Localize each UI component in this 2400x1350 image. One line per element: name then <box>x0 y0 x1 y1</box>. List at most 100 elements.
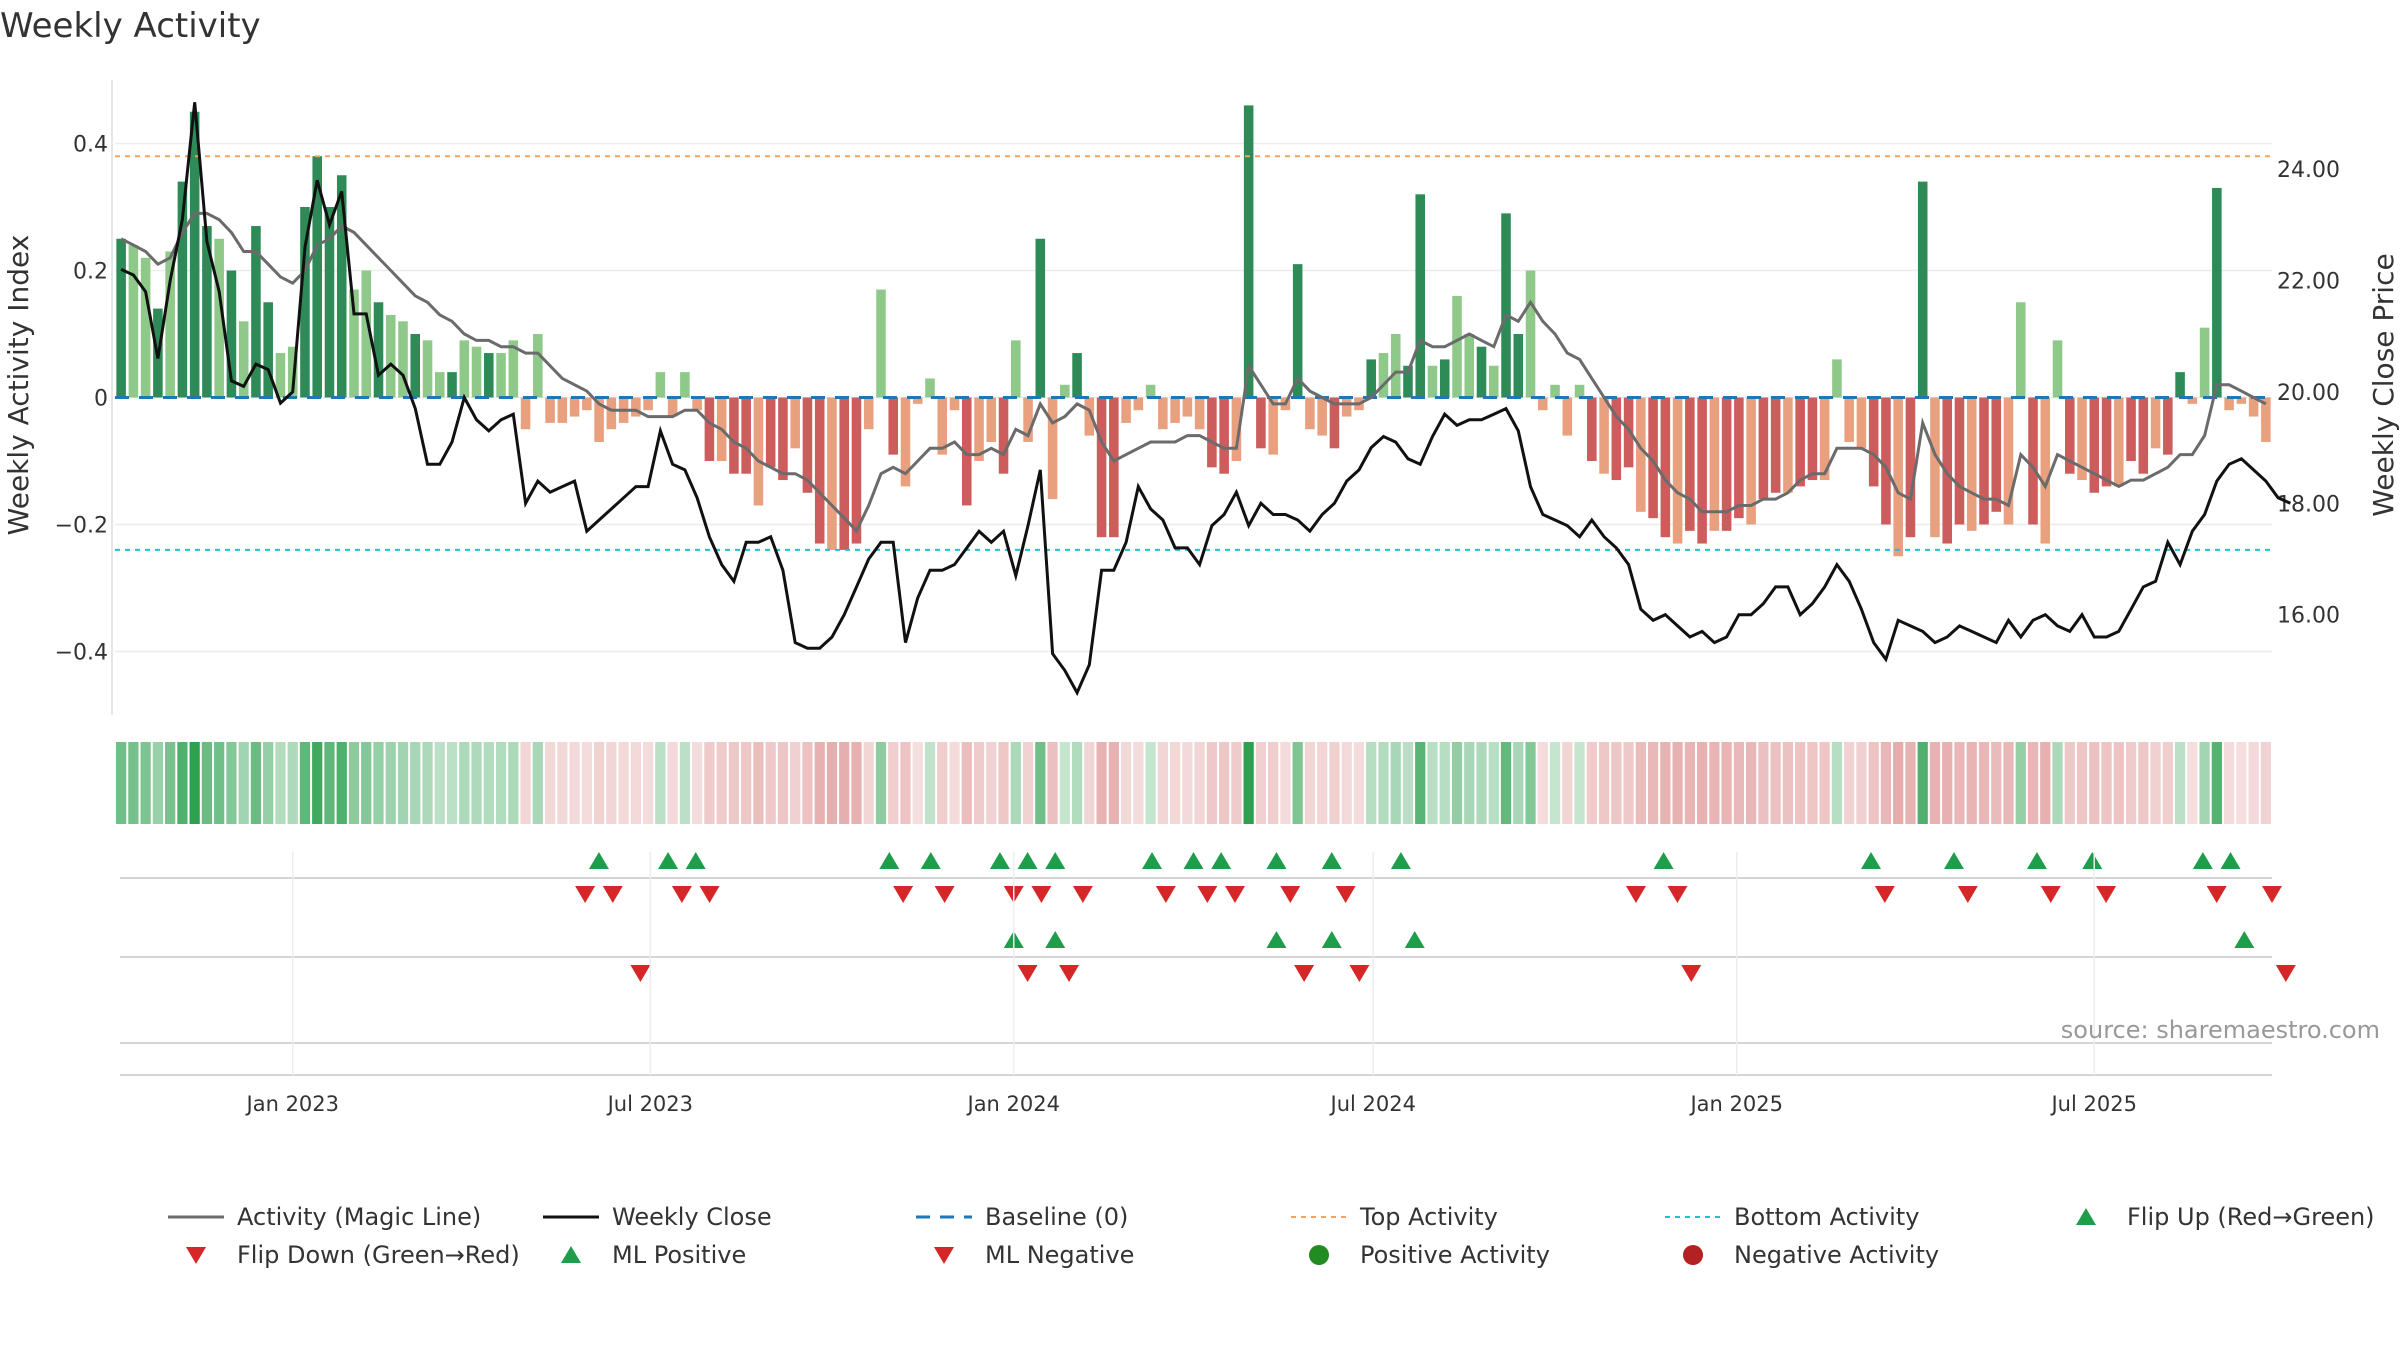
activity-bar <box>2028 397 2038 525</box>
heat-strip-cell <box>863 742 874 824</box>
activity-bars <box>116 105 2271 557</box>
activity-bar <box>1770 397 1781 493</box>
activity-bar <box>1488 365 1499 398</box>
heat-strip-cell <box>1464 742 1475 824</box>
heat-strip-cell <box>299 742 311 824</box>
legend-label: Top Activity <box>1359 1203 1498 1231</box>
ml-flip-up-marker <box>1183 852 1204 869</box>
activity-bar <box>1709 397 1720 531</box>
legend-swatch-flip-up <box>2076 1208 2096 1225</box>
activity-bar <box>1930 397 1940 538</box>
activity-bar <box>814 397 825 544</box>
heat-strip-cell <box>361 742 372 824</box>
heat-strip-cell <box>1549 742 1561 824</box>
legend-label: ML Negative <box>985 1241 1134 1269</box>
activity-bar <box>643 397 653 411</box>
ml-flip-down-marker <box>1335 886 1356 903</box>
heat-strip-cell <box>1795 742 1806 824</box>
activity-bar <box>1366 359 1376 398</box>
heat-strip-cell <box>263 742 274 824</box>
activity-bar <box>1452 295 1462 398</box>
activity-bar <box>827 397 837 550</box>
activity-bar <box>533 334 543 398</box>
activity-bar <box>582 397 592 411</box>
date-tick-label: Jan 2025 <box>1688 1092 1783 1116</box>
legend-item: ML Negative <box>934 1241 1134 1269</box>
heat-strip-cell <box>287 742 298 824</box>
heat-strip-cell <box>1378 742 1389 824</box>
activity-bar <box>251 226 261 398</box>
heat-strip-cell <box>973 742 985 824</box>
heat-strip-cell <box>1427 742 1438 824</box>
left-tick-label: 0 <box>94 387 108 412</box>
activity-bar <box>1207 397 1217 468</box>
heat-strip-cell <box>128 742 139 824</box>
heat-strip-cell <box>2101 742 2112 824</box>
legend-label: Activity (Magic Line) <box>237 1203 481 1231</box>
legend-swatch-negative-activity <box>1683 1245 1703 1265</box>
heat-strip-cell <box>1942 742 1953 824</box>
activity-bar <box>1525 270 1536 398</box>
activity-bar <box>1439 359 1450 398</box>
heat-strip-cell <box>532 742 543 824</box>
activity-bar <box>238 321 249 398</box>
activity-bar <box>1415 194 1426 398</box>
activity-bar <box>189 111 200 398</box>
activity-bar <box>1047 397 1058 500</box>
heat-strip-cell <box>1978 742 1990 824</box>
heat-strip-cell <box>606 742 617 824</box>
activity-bar <box>2089 397 2100 493</box>
activity-bar <box>2114 397 2124 487</box>
heat-strip-cell <box>1525 742 1536 824</box>
ml-flip-down-marker <box>1280 886 1301 903</box>
heat-strip-cell <box>201 742 213 824</box>
activity-bar <box>1305 397 1315 430</box>
activity-bar <box>1819 397 1830 481</box>
heat-strip-cell <box>1402 742 1414 824</box>
heat-strip-cell <box>152 742 164 824</box>
heat-strip-cell <box>397 742 409 824</box>
activity-flip-down-marker <box>1059 965 1080 982</box>
activity-bar <box>1194 397 1205 430</box>
activity-bar <box>2077 397 2087 481</box>
activity-bar <box>2052 340 2063 398</box>
activity-flip-up-marker <box>1266 931 1287 948</box>
heat-strip-cell <box>986 742 997 824</box>
heat-strip-cell <box>238 742 249 824</box>
activity-bar <box>667 397 678 417</box>
heat-strip-cell <box>1451 742 1463 824</box>
activity-bar <box>557 397 568 423</box>
heat-strip-cell <box>1133 742 1144 824</box>
activity-bar <box>876 289 886 398</box>
activity-flip-down-marker <box>1681 965 1702 982</box>
activity-bar <box>1807 397 1818 481</box>
ml-flip-up-marker <box>2026 852 2047 869</box>
series-lines <box>115 102 2292 697</box>
legend-item: Positive Activity <box>1309 1241 1550 1269</box>
activity-bar <box>1562 397 1573 436</box>
activity-bar <box>520 397 531 430</box>
activity-flip-down-marker <box>630 965 651 982</box>
heat-strip-cell <box>348 742 360 824</box>
heat-strip-cell <box>165 742 176 824</box>
heat-strip-cell <box>802 742 813 824</box>
activity-bar <box>349 289 359 398</box>
heat-strip-cell <box>2150 742 2161 824</box>
tick-labels: 0.4 0.2 0 −0.2 −0.4 24.00 22.00 20.00 18.00 16.00 <box>55 133 2340 666</box>
heat-strip-cell <box>1893 742 1904 824</box>
heat-strip-cell <box>1733 742 1745 824</box>
activity-bar <box>1672 397 1683 544</box>
activity-bar <box>1758 397 1769 500</box>
activity-bar <box>1403 365 1413 398</box>
ml-flip-down-marker <box>893 886 914 903</box>
heat-strip-cell <box>446 742 458 824</box>
heat-strip-cell <box>1035 742 1046 824</box>
heat-strip-cell <box>250 742 262 824</box>
activity-bar <box>2150 397 2161 449</box>
heat-strip-cell <box>275 742 286 824</box>
heat-strip-cell <box>642 742 654 824</box>
ml-flip-up-marker <box>1211 852 1232 869</box>
legend-label: Weekly Close <box>612 1203 772 1231</box>
ml-flip-down-marker <box>934 886 955 903</box>
heat-strip-cell <box>1611 742 1622 824</box>
